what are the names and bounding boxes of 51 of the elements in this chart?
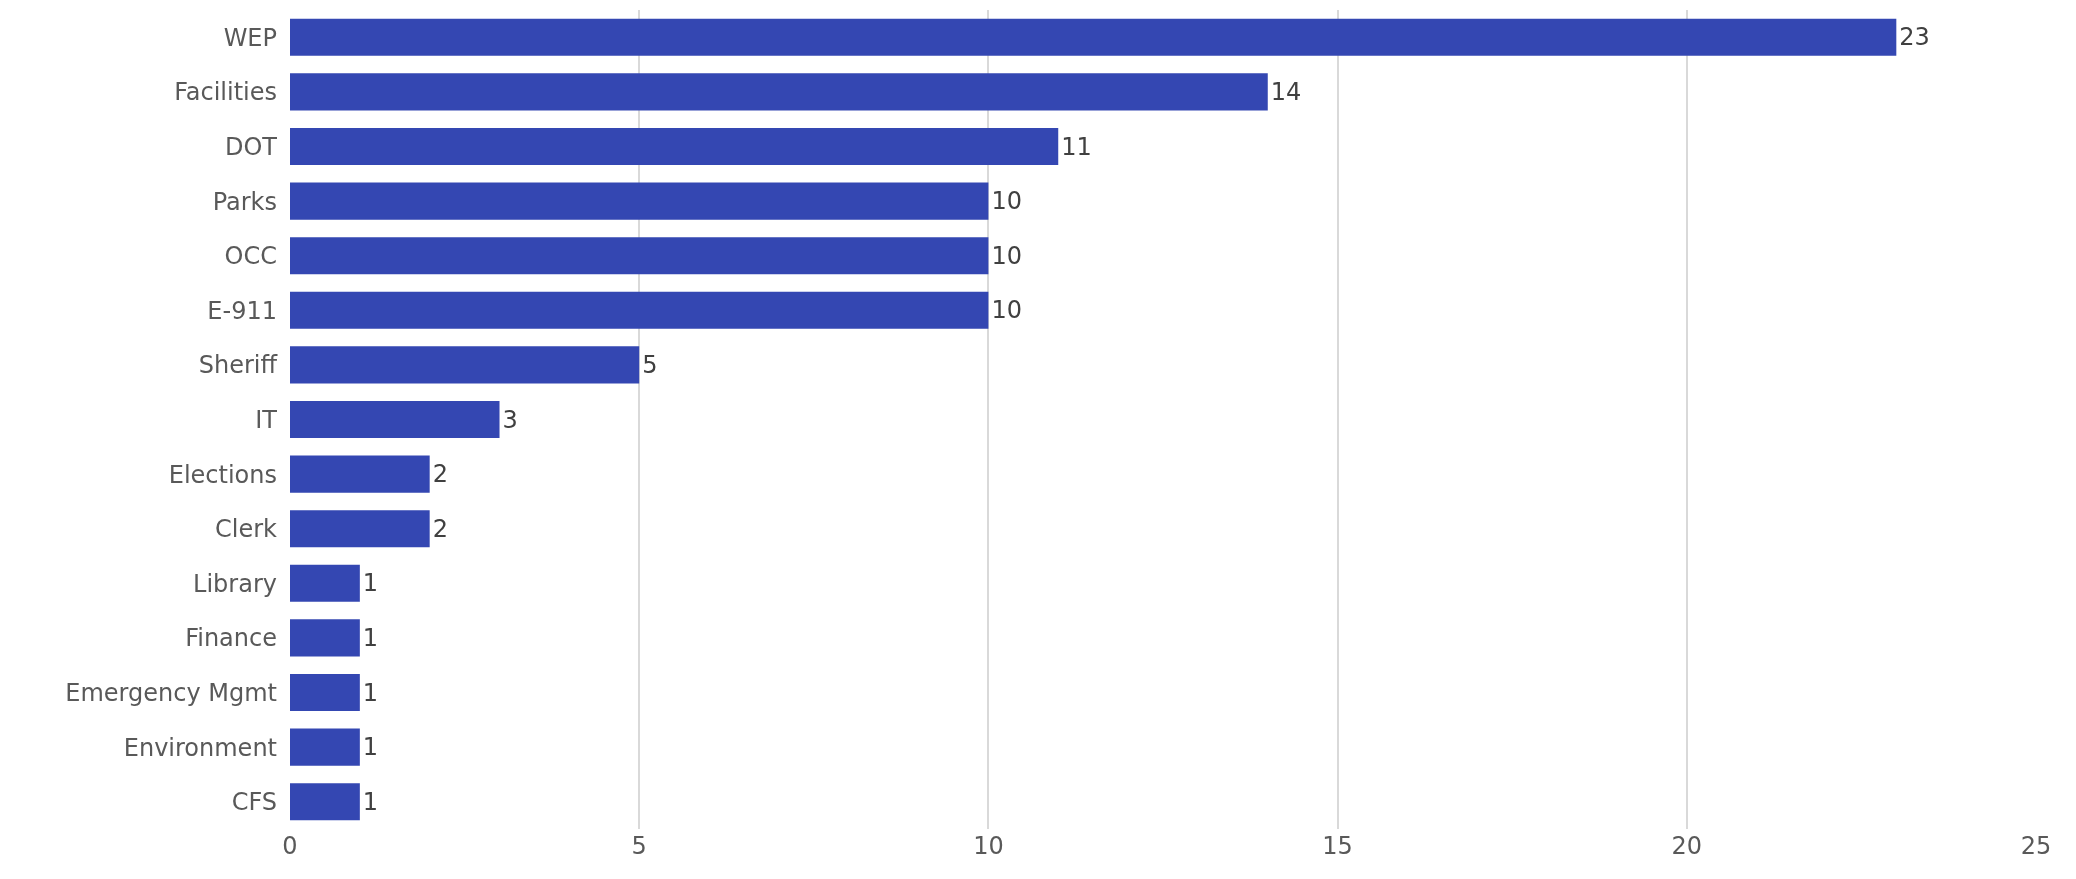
x-tick-label: 5 [631,832,647,860]
data-label: 1 [362,623,379,652]
data-label: 1 [362,678,379,707]
y-tick-label: IT [255,405,278,434]
data-label: 14 [1270,77,1302,106]
y-tick-label: Emergency Mgmt [65,678,277,707]
y-tick-label: Library [193,569,277,598]
bar [290,510,430,548]
data-label: 10 [991,296,1022,325]
y-tick-label: CFS [231,788,277,817]
y-tick-label: DOT [224,132,278,161]
y-tick-label: Elections [168,460,277,489]
bar [290,237,989,275]
bar [290,182,989,220]
bar [290,564,360,602]
bar [290,127,1059,166]
x-tick-label: 0 [282,832,298,860]
y-tick-label: OCC [224,242,277,271]
bar [290,400,500,439]
data-label: 10 [991,187,1022,216]
y-tick-label: Parks [212,187,277,216]
data-label: 10 [991,241,1022,270]
bar [290,728,360,766]
x-tick-label: 20 [1671,832,1703,860]
y-tick-label: Facilities [174,78,277,107]
data-label: 2 [432,514,448,543]
data-label: 1 [362,569,379,598]
y-tick-label: Sheriff [198,351,278,380]
bar [290,18,1897,56]
data-label: 1 [362,733,379,762]
data-label: 5 [642,350,658,379]
data-label: 3 [502,405,518,434]
x-tick-label: 10 [973,832,1004,860]
x-tick-label: 25 [2020,832,2052,860]
bar [290,783,360,821]
data-label: 23 [1899,23,1930,52]
bar [290,673,360,712]
x-tick-label: 15 [1322,832,1353,860]
data-label: 2 [432,460,448,489]
bar [290,73,1268,111]
data-label: 11 [1061,132,1092,161]
y-tick-label: Environment [123,733,277,762]
y-tick-label: Clerk [215,515,278,544]
bar [290,455,430,493]
data-label: 1 [362,787,379,816]
bar [290,346,640,384]
y-tick-label: E-911 [207,296,277,325]
bar [290,291,989,329]
y-tick-label: WEP [223,23,277,52]
bar [290,619,360,657]
y-tick-label: Finance [185,624,277,653]
